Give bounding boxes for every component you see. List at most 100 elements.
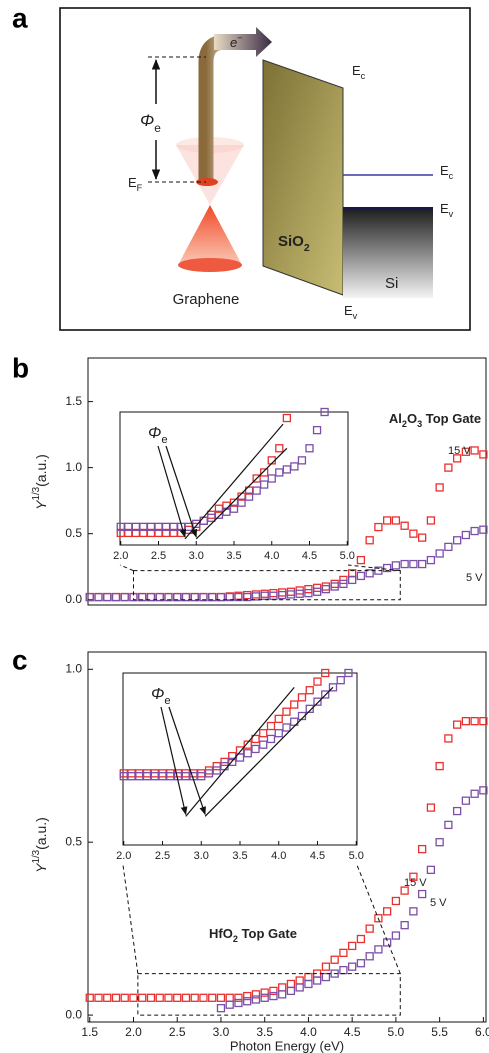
text-part: e — [161, 434, 167, 446]
data-point — [305, 686, 314, 695]
data-point — [282, 707, 291, 716]
data-point — [444, 734, 453, 743]
text-part: (a.u.) — [33, 817, 49, 850]
data-point — [259, 740, 268, 749]
data-point — [243, 590, 252, 600]
panel-label: a — [12, 2, 28, 33]
data-point — [356, 934, 366, 944]
zoom-connector — [122, 864, 139, 974]
data-point — [120, 592, 129, 602]
data-point — [426, 803, 436, 812]
data-point — [274, 714, 283, 724]
x-tick-label: 4.5 — [344, 1025, 361, 1039]
data-point — [295, 589, 304, 598]
data-point — [260, 988, 269, 997]
data-point — [181, 592, 191, 602]
x-tick-label: 3.5 — [226, 550, 241, 562]
data-point — [282, 413, 291, 423]
data-point — [94, 592, 103, 602]
x-tick-label: 3.5 — [256, 1025, 273, 1039]
annotation-arrow — [168, 706, 206, 816]
inset-annotation: Φe — [151, 686, 171, 707]
y-axis-label: Y1/3(a.u.) — [31, 817, 49, 873]
data-point — [400, 886, 409, 895]
data-point — [252, 474, 261, 483]
text-part: 2 — [304, 242, 310, 254]
data-point — [229, 504, 239, 513]
data-point — [278, 588, 287, 597]
text-part: Top Gate — [238, 926, 297, 941]
data-point — [166, 772, 175, 781]
diagram: a e− Φe EF SiO2 Ec Ev Ec Ev Si Graphene — [12, 2, 471, 331]
data-point — [320, 407, 329, 417]
si-label: Si — [385, 275, 398, 292]
text-part: SiO — [278, 233, 304, 250]
data-point — [251, 990, 261, 999]
data-point — [391, 896, 401, 906]
text-part: v — [449, 209, 454, 219]
fit-line — [184, 423, 284, 540]
x-tick-label: 4.5 — [310, 850, 325, 862]
series-label: 5 V — [430, 897, 447, 909]
data-point — [212, 766, 221, 775]
text-part: 1/3 — [31, 849, 42, 863]
data-point — [290, 700, 299, 709]
annotation-arrow — [160, 706, 188, 816]
text-part: Φ — [140, 111, 154, 130]
barrier-label: Φe — [140, 111, 161, 135]
fermi-dot — [196, 178, 218, 186]
data-point — [269, 591, 278, 600]
data-point — [234, 993, 243, 1002]
data-point — [321, 582, 331, 591]
fermi-label: EF — [128, 175, 143, 193]
data-point — [260, 480, 269, 489]
text-part: 1/3 — [31, 486, 42, 500]
data-point — [234, 998, 243, 1008]
data-point — [260, 993, 269, 1002]
data-point — [111, 993, 121, 1002]
data-point — [251, 995, 261, 1004]
data-point — [220, 757, 229, 767]
data-point — [119, 772, 128, 781]
data-point — [470, 789, 479, 798]
lower-cone — [178, 205, 242, 265]
text-part: 2 — [402, 419, 407, 429]
data-point — [452, 806, 462, 816]
data-point — [470, 446, 479, 455]
data-point — [120, 592, 129, 602]
text-part: Φ — [148, 425, 161, 442]
text-part: Top Gate — [422, 411, 481, 426]
annotation-arrow — [157, 445, 187, 538]
data-point — [426, 555, 436, 565]
data-point — [297, 693, 307, 702]
data-point — [225, 1000, 234, 1009]
data-point — [181, 772, 190, 781]
data-point — [103, 592, 112, 602]
annotation: HfO2 Top Gate — [209, 926, 297, 944]
data-point — [225, 592, 234, 602]
data-point — [120, 993, 129, 1002]
si-conduction-label: Ec — [440, 163, 454, 181]
text-part: Φ — [151, 686, 164, 703]
data-point — [142, 772, 152, 781]
silicon — [343, 208, 433, 298]
data-point — [328, 683, 338, 692]
data-point — [269, 991, 278, 1001]
y-tick-label: 1.5 — [65, 394, 82, 408]
data-point — [305, 704, 314, 713]
data-point — [461, 717, 471, 726]
text-part: e — [230, 35, 237, 50]
data-point — [452, 536, 462, 545]
data-point — [181, 993, 191, 1002]
data-point — [297, 456, 307, 465]
inset: 2.0 2.5 3.0 3.5 4.0 4.5 5.0 Φe — [113, 407, 355, 562]
data-point — [138, 993, 147, 1002]
annotation: Al2O3 Top Gate — [389, 411, 481, 429]
data-point — [85, 993, 94, 1002]
data-point — [295, 976, 304, 985]
x-tick-label: 2.0 — [113, 550, 128, 562]
text-part: e — [164, 695, 170, 707]
data-point — [330, 955, 339, 964]
x-tick-label: 1.5 — [81, 1025, 98, 1039]
